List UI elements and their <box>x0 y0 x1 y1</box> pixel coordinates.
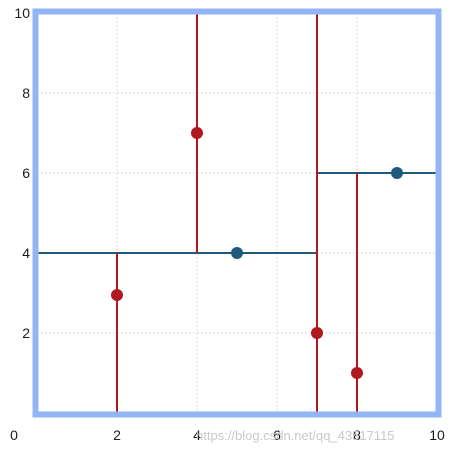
x-tick-label: 8 <box>353 427 361 443</box>
split-lines <box>37 13 437 413</box>
grid <box>37 13 437 413</box>
x-tick-label: 0 <box>10 427 18 443</box>
split-point <box>391 167 403 179</box>
watermark-text: https://blog.csdn.net/qq_43517115 <box>196 428 395 443</box>
x-tick-label: 2 <box>113 427 121 443</box>
y-tick-label: 8 <box>22 85 30 101</box>
x-tick-label: 4 <box>193 427 201 443</box>
split-point <box>231 247 243 259</box>
tick-labels: 0 2 4 6 8 10 2 4 6 8 10 <box>10 5 445 443</box>
leaf-point <box>351 367 363 379</box>
y-tick-label: 10 <box>14 5 30 21</box>
y-tick-label: 4 <box>22 245 30 261</box>
x-tick-label: 10 <box>429 427 445 443</box>
plot-frame <box>32 8 442 418</box>
x-tick-label: 6 <box>273 427 281 443</box>
points <box>111 127 403 379</box>
leaf-point <box>111 289 123 301</box>
leaf-point <box>311 327 323 339</box>
y-tick-label: 6 <box>22 165 30 181</box>
y-tick-label: 2 <box>22 325 30 341</box>
leaf-point <box>191 127 203 139</box>
